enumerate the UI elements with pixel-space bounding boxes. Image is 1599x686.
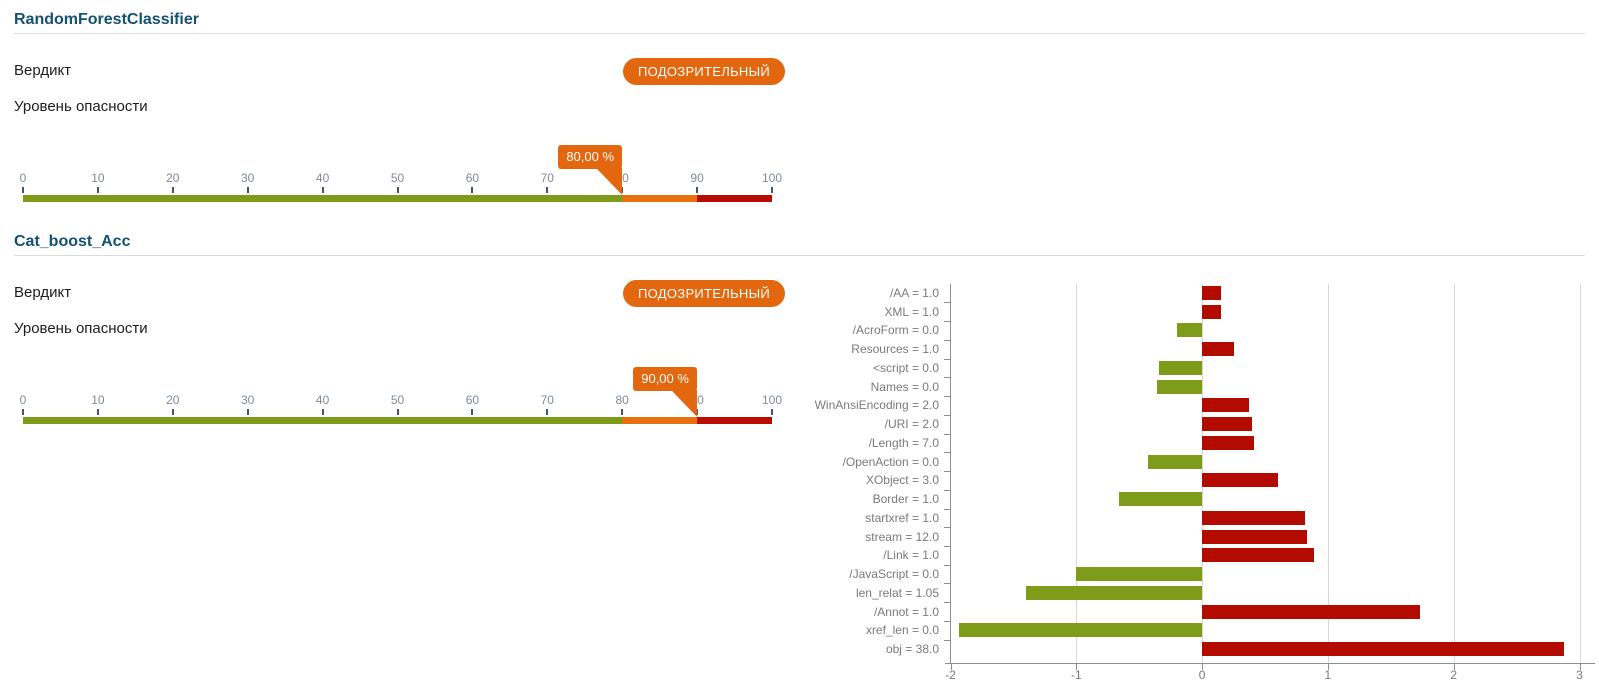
gauge-tick-label: 0 bbox=[19, 393, 27, 407]
gauge-tick-label: 60 bbox=[465, 393, 480, 407]
gauge-tick-label: 40 bbox=[315, 171, 330, 185]
gauge-tick-mark bbox=[621, 409, 624, 415]
gauge-tick-mark bbox=[96, 187, 99, 193]
gauge-tick-mark bbox=[22, 187, 24, 193]
danger-level-label: Уровень опасности bbox=[14, 320, 148, 337]
gauge-tick-mark bbox=[771, 187, 773, 193]
verdict-badge: ПОДОЗРИТЕЛЬНЫЙ bbox=[623, 280, 786, 307]
gauge-tick-label: 10 bbox=[91, 393, 105, 407]
gauge-zone bbox=[697, 195, 772, 202]
gauge-tick-label: 30 bbox=[241, 171, 255, 185]
gauge-tick-label: 70 bbox=[540, 171, 554, 185]
gauge-tick-mark bbox=[621, 187, 624, 193]
gauge-tick-label: 90 bbox=[690, 171, 704, 185]
gauge-tick-mark bbox=[696, 409, 699, 415]
gauge-zone bbox=[697, 417, 772, 424]
gauge-value-pointer bbox=[671, 390, 698, 417]
danger-level-label: Уровень опасности bbox=[14, 98, 148, 115]
gauge-tick-label: 40 bbox=[315, 393, 330, 407]
gauge-tick-mark bbox=[22, 409, 24, 415]
gauge-tick-mark bbox=[471, 409, 474, 415]
gauge-tick-mark bbox=[396, 187, 399, 193]
gauge-tick-mark bbox=[546, 187, 549, 193]
section-divider bbox=[14, 33, 1585, 34]
section-catboost: Cat_boost_Acc Вердикт ПОДОЗРИТЕЛЬНЫЙ Уро… bbox=[0, 222, 1599, 686]
gauge-value-tooltip: 80,00 % bbox=[558, 145, 623, 169]
gauge-tick-label: 50 bbox=[390, 393, 405, 407]
gauge-tick-mark bbox=[171, 187, 174, 193]
gauge-tick-mark bbox=[96, 409, 99, 415]
gauge-tick-mark bbox=[471, 187, 474, 193]
gauge-tick-label: 30 bbox=[241, 393, 255, 407]
section-title: Cat_boost_Acc bbox=[14, 233, 131, 250]
gauge-tick-mark bbox=[546, 409, 549, 415]
gauge-tick-mark bbox=[771, 409, 773, 415]
gauge-tick-label: 60 bbox=[465, 171, 480, 185]
gauge-tick-mark bbox=[321, 409, 324, 415]
gauge-zone bbox=[622, 417, 698, 424]
gauge-tick-label: 20 bbox=[166, 171, 180, 185]
verdict-label: Вердикт bbox=[14, 62, 72, 79]
section-title: RandomForestClassifier bbox=[14, 11, 199, 28]
verdict-badge: ПОДОЗРИТЕЛЬНЫЙ bbox=[623, 58, 786, 85]
gauge-tick-label: 80 bbox=[615, 393, 629, 407]
danger-gauge: 0 10 20 30 40 50 60 70 80 90 100 80,00 % bbox=[19, 143, 782, 205]
section-divider bbox=[14, 255, 1585, 256]
gauge-value-tooltip: 90,00 % bbox=[633, 367, 698, 391]
gauge-zone bbox=[23, 195, 623, 202]
gauge-tick-mark bbox=[246, 187, 249, 193]
gauge-tick-label: 70 bbox=[540, 393, 554, 407]
gauge-tick-mark bbox=[171, 409, 174, 415]
gauge-tick-label: 50 bbox=[390, 171, 405, 185]
gauge-tick-mark bbox=[396, 409, 399, 415]
verdict-label: Вердикт bbox=[14, 284, 72, 301]
gauge-zone bbox=[23, 417, 623, 424]
gauge-tick-label: 10 bbox=[91, 171, 105, 185]
danger-gauge: 0 10 20 30 40 50 60 70 80 90 100 90,00 % bbox=[19, 365, 782, 427]
gauge-value-pointer bbox=[596, 168, 623, 195]
section-randomforest: RandomForestClassifier Вердикт ПОДОЗРИТЕ… bbox=[0, 0, 1599, 222]
gauge-tick-mark bbox=[246, 409, 249, 415]
gauge-tick-label: 100 bbox=[761, 171, 783, 185]
gauge-zone bbox=[622, 195, 698, 202]
gauge-tick-label: 20 bbox=[166, 393, 180, 407]
gauge-tick-mark bbox=[696, 187, 699, 193]
gauge-tick-mark bbox=[321, 187, 324, 193]
gauge-tick-label: 100 bbox=[761, 393, 783, 407]
gauge-tick-label: 0 bbox=[19, 171, 27, 185]
